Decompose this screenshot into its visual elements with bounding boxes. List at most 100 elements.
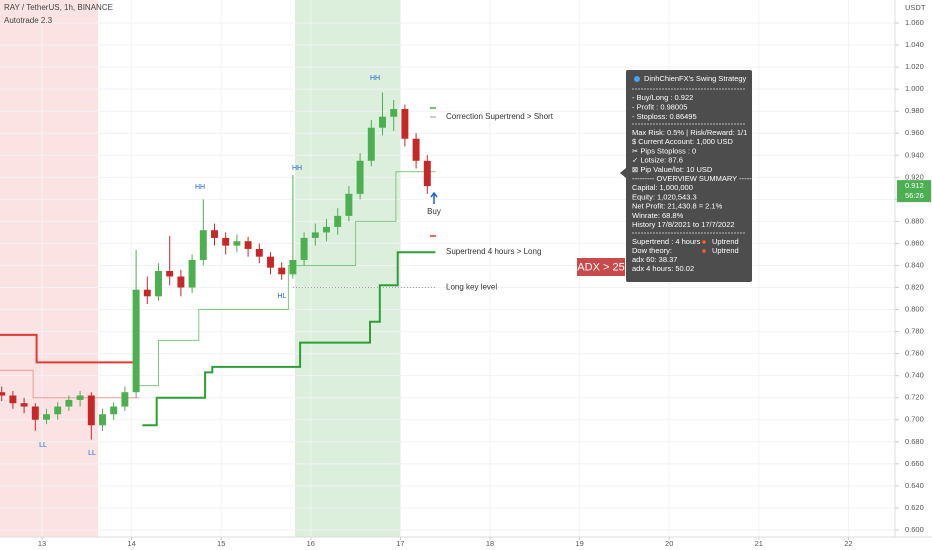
candle-body (334, 215, 342, 227)
y-tick-label: 0.600 (905, 525, 924, 534)
candle-body (345, 193, 353, 216)
candle-body (233, 241, 241, 246)
candle-body (166, 270, 174, 277)
x-tick-label: 18 (486, 539, 494, 548)
info-line: History 17/8/2021 to 17/7/2022 (632, 220, 735, 229)
candle-body (367, 127, 375, 161)
candle-body (9, 395, 17, 404)
countdown: 56:26 (905, 191, 924, 200)
candle-body (20, 403, 28, 407)
info-line: Dow theory: (632, 246, 672, 255)
candle-body (222, 237, 230, 246)
y-tick-label: 0.840 (905, 260, 924, 269)
info-line: Capital: 1,000,000 (632, 183, 693, 192)
info-value: Uptrend (712, 246, 739, 255)
candle-body (87, 395, 95, 426)
info-line: ✓ Lotsize: 87.6 (632, 156, 683, 165)
y-tick-label: 0.680 (905, 437, 924, 446)
x-tick-label: 13 (38, 539, 46, 548)
info-line: adx 4 hours: 50.02 (632, 264, 694, 273)
candle-body (401, 108, 409, 139)
y-tick-label: 1.020 (905, 62, 924, 71)
y-tick-label: 0.880 (905, 216, 924, 225)
y-tick-label: 0.640 (905, 481, 924, 490)
x-tick-label: 17 (396, 539, 404, 548)
last-price-label: 0.912 (905, 181, 924, 190)
y-tick-label: 0.760 (905, 349, 924, 358)
info-title: DinhChienFX's Swing Strategy (644, 74, 747, 83)
y-tick-label: 0.620 (905, 503, 924, 512)
y-tick-label: 0.700 (905, 415, 924, 424)
annotation: Correction Supertrend > Short (446, 112, 554, 121)
candle-body (110, 406, 118, 415)
info-line: ✂ Pips Stoploss : 0 (632, 146, 696, 155)
x-tick-label: 22 (844, 539, 852, 548)
info-line: - Stoploss: 0.86495 (632, 112, 697, 121)
annotation: Buy (427, 207, 441, 216)
candle-body (255, 248, 263, 257)
candle-body (211, 230, 218, 238)
candle-body (379, 116, 386, 128)
annotation: Supertrend 4 hours > Long (446, 247, 541, 256)
y-tick-label: 1.040 (905, 40, 924, 49)
plot (0, 92, 436, 440)
candle-body (65, 399, 73, 407)
chart-title: RAY / TetherUS, 1h, BINANCE (4, 3, 113, 12)
adx-label: ADX > 25 (577, 261, 624, 273)
y-tick-label: 0.780 (905, 327, 924, 336)
supertrend-line (0, 333, 139, 364)
candle-body (356, 160, 364, 194)
info-line: $ Current Account: 1,000 USD (632, 137, 733, 146)
last-price-box (897, 180, 931, 203)
x-tick-label: 15 (217, 539, 225, 548)
x-tick-label: 16 (307, 539, 315, 548)
info-line: Net Profit: 21,430.8 = 2.1% (632, 202, 723, 211)
y-tick-label: 0.820 (905, 282, 924, 291)
candle-body (199, 230, 207, 260)
info-line: - Profit : 0.98005 (632, 102, 687, 111)
candle-body (412, 138, 420, 161)
candle-body (121, 392, 129, 407)
info-line: Equity: 1,020,543.3 (632, 192, 697, 201)
x-tick-label: 14 (127, 539, 135, 548)
key-level-label: Long key level (446, 283, 497, 292)
candle-body (278, 267, 286, 275)
candle-body (143, 289, 151, 297)
candle-body (423, 160, 431, 187)
candle-body (31, 406, 39, 420)
x-tick-label: 19 (575, 539, 583, 548)
y-tick-label: 0.980 (905, 106, 924, 115)
annotations: ADX > 25 Long key level HH HH HH HL LL LL Buy Co… (39, 75, 625, 457)
x-tick-label: 20 (665, 539, 673, 548)
trend-dot (702, 240, 706, 244)
icon (634, 76, 640, 82)
y-tick-label: 0.860 (905, 238, 924, 247)
info-panel (626, 70, 752, 282)
bearish-zone (0, 0, 98, 537)
candle-body (323, 226, 330, 233)
adx-box (577, 258, 625, 276)
supertrend-line (0, 369, 139, 399)
candle-body (132, 289, 140, 393)
candle-body (311, 232, 319, 238)
info-pointer (620, 168, 626, 178)
info-line: Supertrend : 4 hours (632, 237, 701, 246)
y-tick-label: 1.000 (905, 84, 924, 93)
candle-body (300, 237, 308, 260)
info-line: Winrate: 68.8% (632, 211, 684, 220)
y-tick-label: 0.660 (905, 459, 924, 468)
candle-body (390, 108, 398, 117)
candle-body (244, 241, 252, 249)
candle-body (177, 276, 185, 288)
y-tick-label: 0.940 (905, 150, 924, 159)
candle-body (54, 406, 62, 415)
annotation: HH (195, 184, 205, 191)
info-value: Uptrend (712, 237, 739, 246)
annotation: HH (292, 165, 302, 172)
candle-body (99, 414, 106, 426)
info-line: --------- OVERVIEW SUMMARY --------- (632, 174, 762, 183)
y-tick-label: 0.920 (905, 172, 924, 181)
supertrend-line (138, 171, 436, 387)
